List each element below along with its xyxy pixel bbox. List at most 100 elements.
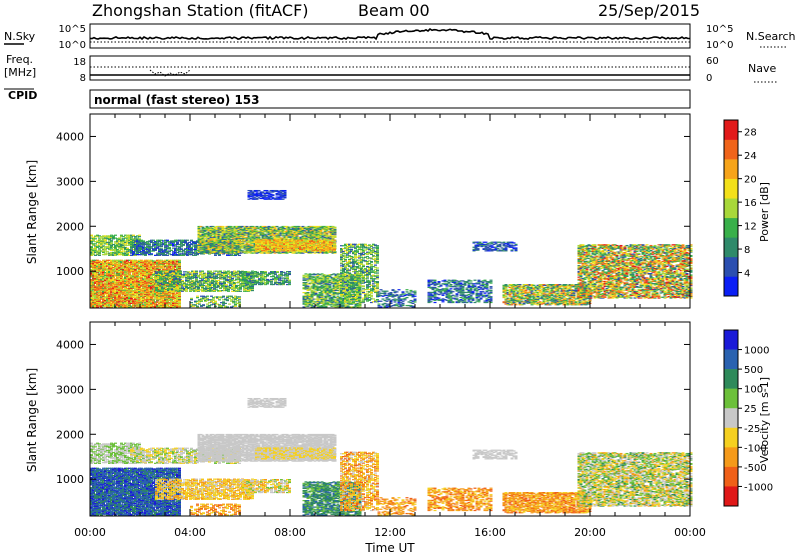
- range-cell: [150, 253, 153, 254]
- range-cell: [220, 250, 223, 251]
- range-cell: [239, 291, 242, 292]
- beam-label: Beam 00: [358, 1, 430, 20]
- range-cell: [110, 241, 113, 242]
- range-cell: [206, 226, 209, 227]
- sky-search-strip: N.Sky 10^5 10^0 10^5 10^0 N.Search: [4, 24, 796, 51]
- range-cell: [165, 271, 168, 272]
- range-cell: [98, 255, 101, 256]
- date-label: 25/Sep/2015: [598, 1, 700, 20]
- range-cell: [160, 248, 163, 249]
- range-cell: [225, 275, 228, 276]
- range-cell: [132, 235, 135, 236]
- range-cell: [225, 284, 228, 285]
- nave-label: Nave: [748, 62, 776, 75]
- range-cell: [168, 247, 171, 248]
- range-cell: [173, 285, 176, 286]
- range-cell: [251, 271, 254, 272]
- range-cell: [155, 288, 158, 289]
- power-data: [90, 190, 693, 308]
- nsky-tick-bottom: 10^0: [59, 40, 86, 51]
- range-cell: [163, 286, 166, 287]
- range-cell: [160, 245, 163, 246]
- range-cell: [201, 271, 204, 272]
- range-cell: [138, 235, 141, 236]
- nsky-tick-top: 10^5: [59, 24, 86, 35]
- range-cell: [176, 242, 179, 243]
- range-cell: [186, 240, 189, 241]
- range-cell: [164, 243, 167, 244]
- range-cell: [178, 262, 181, 263]
- range-cell: [142, 240, 145, 241]
- range-cell: [138, 236, 141, 237]
- range-cell: [207, 279, 210, 280]
- nsky-line: [90, 29, 690, 39]
- range-cell: [106, 251, 109, 252]
- range-cell: [217, 280, 220, 281]
- range-cell: [171, 291, 174, 292]
- range-cell: [223, 282, 226, 283]
- range-cell: [195, 278, 198, 279]
- range-cell: [159, 276, 162, 277]
- nsky-trace: [90, 29, 690, 42]
- range-cell: [128, 273, 131, 274]
- freq-tick-top: 18: [73, 57, 86, 68]
- nsky-label: N.Sky: [4, 30, 36, 43]
- freq-label: Freq.: [6, 53, 33, 66]
- range-cell: [214, 255, 217, 256]
- range-cell: [94, 238, 97, 239]
- range-cell: [138, 238, 141, 239]
- range-cell: [126, 248, 129, 249]
- range-cell: [130, 250, 133, 251]
- cpid-strip: CPID normal (fast stereo) 153: [4, 89, 690, 108]
- range-cell: [110, 243, 113, 244]
- range-cell: [185, 291, 188, 292]
- range-cell: [142, 245, 145, 246]
- range-cell: [227, 291, 230, 292]
- range-cell: [178, 260, 181, 261]
- range-cell: [247, 271, 250, 272]
- range-cell: [178, 304, 181, 305]
- cpid-label: CPID: [8, 89, 37, 102]
- range-cell: [152, 274, 155, 275]
- range-cell: [120, 235, 123, 236]
- range-cell: [222, 226, 225, 227]
- freq-unit-label: [MHz]: [4, 66, 36, 79]
- freq-tick-bottom: 8: [80, 73, 86, 84]
- cpid-mode: normal (fast stereo) 153: [94, 93, 260, 107]
- nsearch-tick-bottom: 10^0: [706, 40, 733, 51]
- range-cell: [152, 240, 155, 241]
- range-cell: [190, 247, 193, 248]
- range-cell: [183, 282, 186, 283]
- range-cell: [157, 275, 160, 276]
- nsearch-tick-top: 10^5: [706, 24, 733, 35]
- range-cell: [188, 242, 191, 243]
- range-cell: [155, 286, 158, 287]
- range-cell: [218, 254, 221, 255]
- range-cell: [181, 280, 184, 281]
- range-cell: [238, 255, 241, 256]
- range-cell: [166, 255, 169, 256]
- range-cell: [180, 248, 183, 249]
- range-cell: [182, 244, 185, 245]
- range-cell: [209, 271, 212, 272]
- range-cell: [114, 235, 117, 236]
- range-cell: [104, 240, 107, 241]
- range-cell: [180, 246, 183, 247]
- nave-tick-bottom: 0: [706, 73, 712, 84]
- nsearch-label: N.Search: [746, 30, 796, 43]
- range-cell: [231, 278, 234, 279]
- range-cell: [130, 248, 133, 249]
- range-cell: [179, 271, 182, 272]
- range-cell: [251, 290, 254, 291]
- range-cell: [195, 271, 198, 272]
- range-cell: [215, 276, 218, 277]
- station-title: Zhongshan Station (fitACF): [92, 1, 309, 20]
- range-cell: [104, 249, 107, 250]
- range-cell: [190, 240, 193, 241]
- range-cell: [202, 227, 205, 228]
- nave-tick-top: 60: [706, 56, 719, 67]
- range-cell: [132, 251, 135, 252]
- range-cell: [170, 250, 173, 251]
